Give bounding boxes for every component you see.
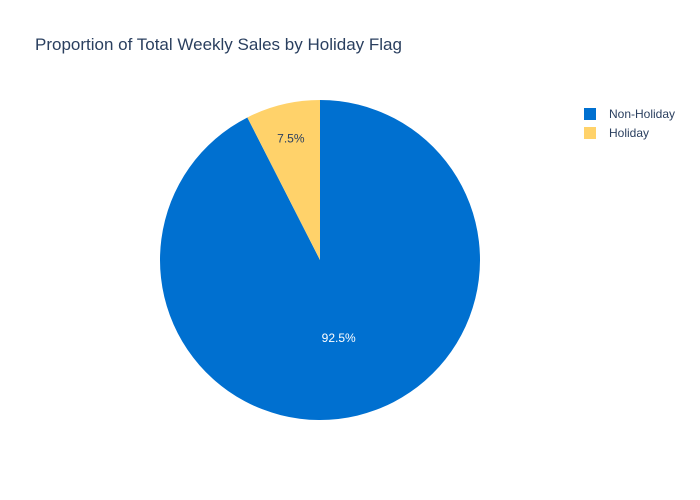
legend-swatch-holiday — [584, 127, 596, 139]
legend-item-holiday[interactable]: Holiday — [584, 126, 649, 140]
pie-slice-labels: 92.5% 7.5% — [277, 132, 356, 345]
legend-swatch-non-holiday — [584, 108, 596, 120]
legend-label-non-holiday: Non-Holiday — [609, 107, 675, 121]
pie-slice-holiday[interactable] — [247, 100, 320, 260]
legend-label-holiday: Holiday — [609, 126, 649, 140]
slice-label-non-holiday: 92.5% — [322, 331, 356, 345]
pie-slice-non-holiday[interactable] — [160, 100, 481, 420]
chart-title: Proportion of Total Weekly Sales by Holi… — [35, 35, 402, 54]
pie-slices — [160, 100, 481, 420]
legend-item-non-holiday[interactable]: Non-Holiday — [584, 107, 675, 121]
slice-label-holiday: 7.5% — [277, 132, 305, 146]
legend: Non-Holiday Holiday — [584, 107, 675, 140]
